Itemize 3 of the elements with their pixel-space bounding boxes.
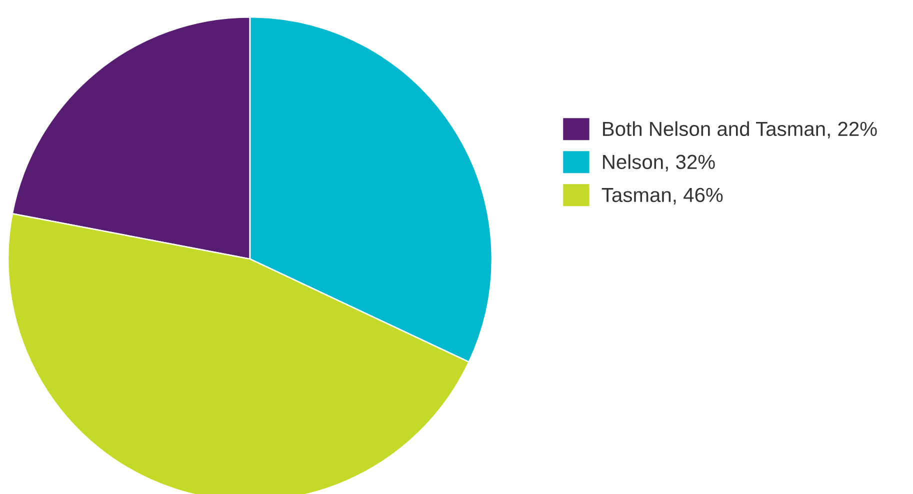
legend-label: Tasman, 46%	[602, 188, 723, 204]
legend-label: Both Nelson and Tasman, 22%	[603, 121, 877, 138]
legend-label: Nelson, 32%	[603, 154, 715, 172]
